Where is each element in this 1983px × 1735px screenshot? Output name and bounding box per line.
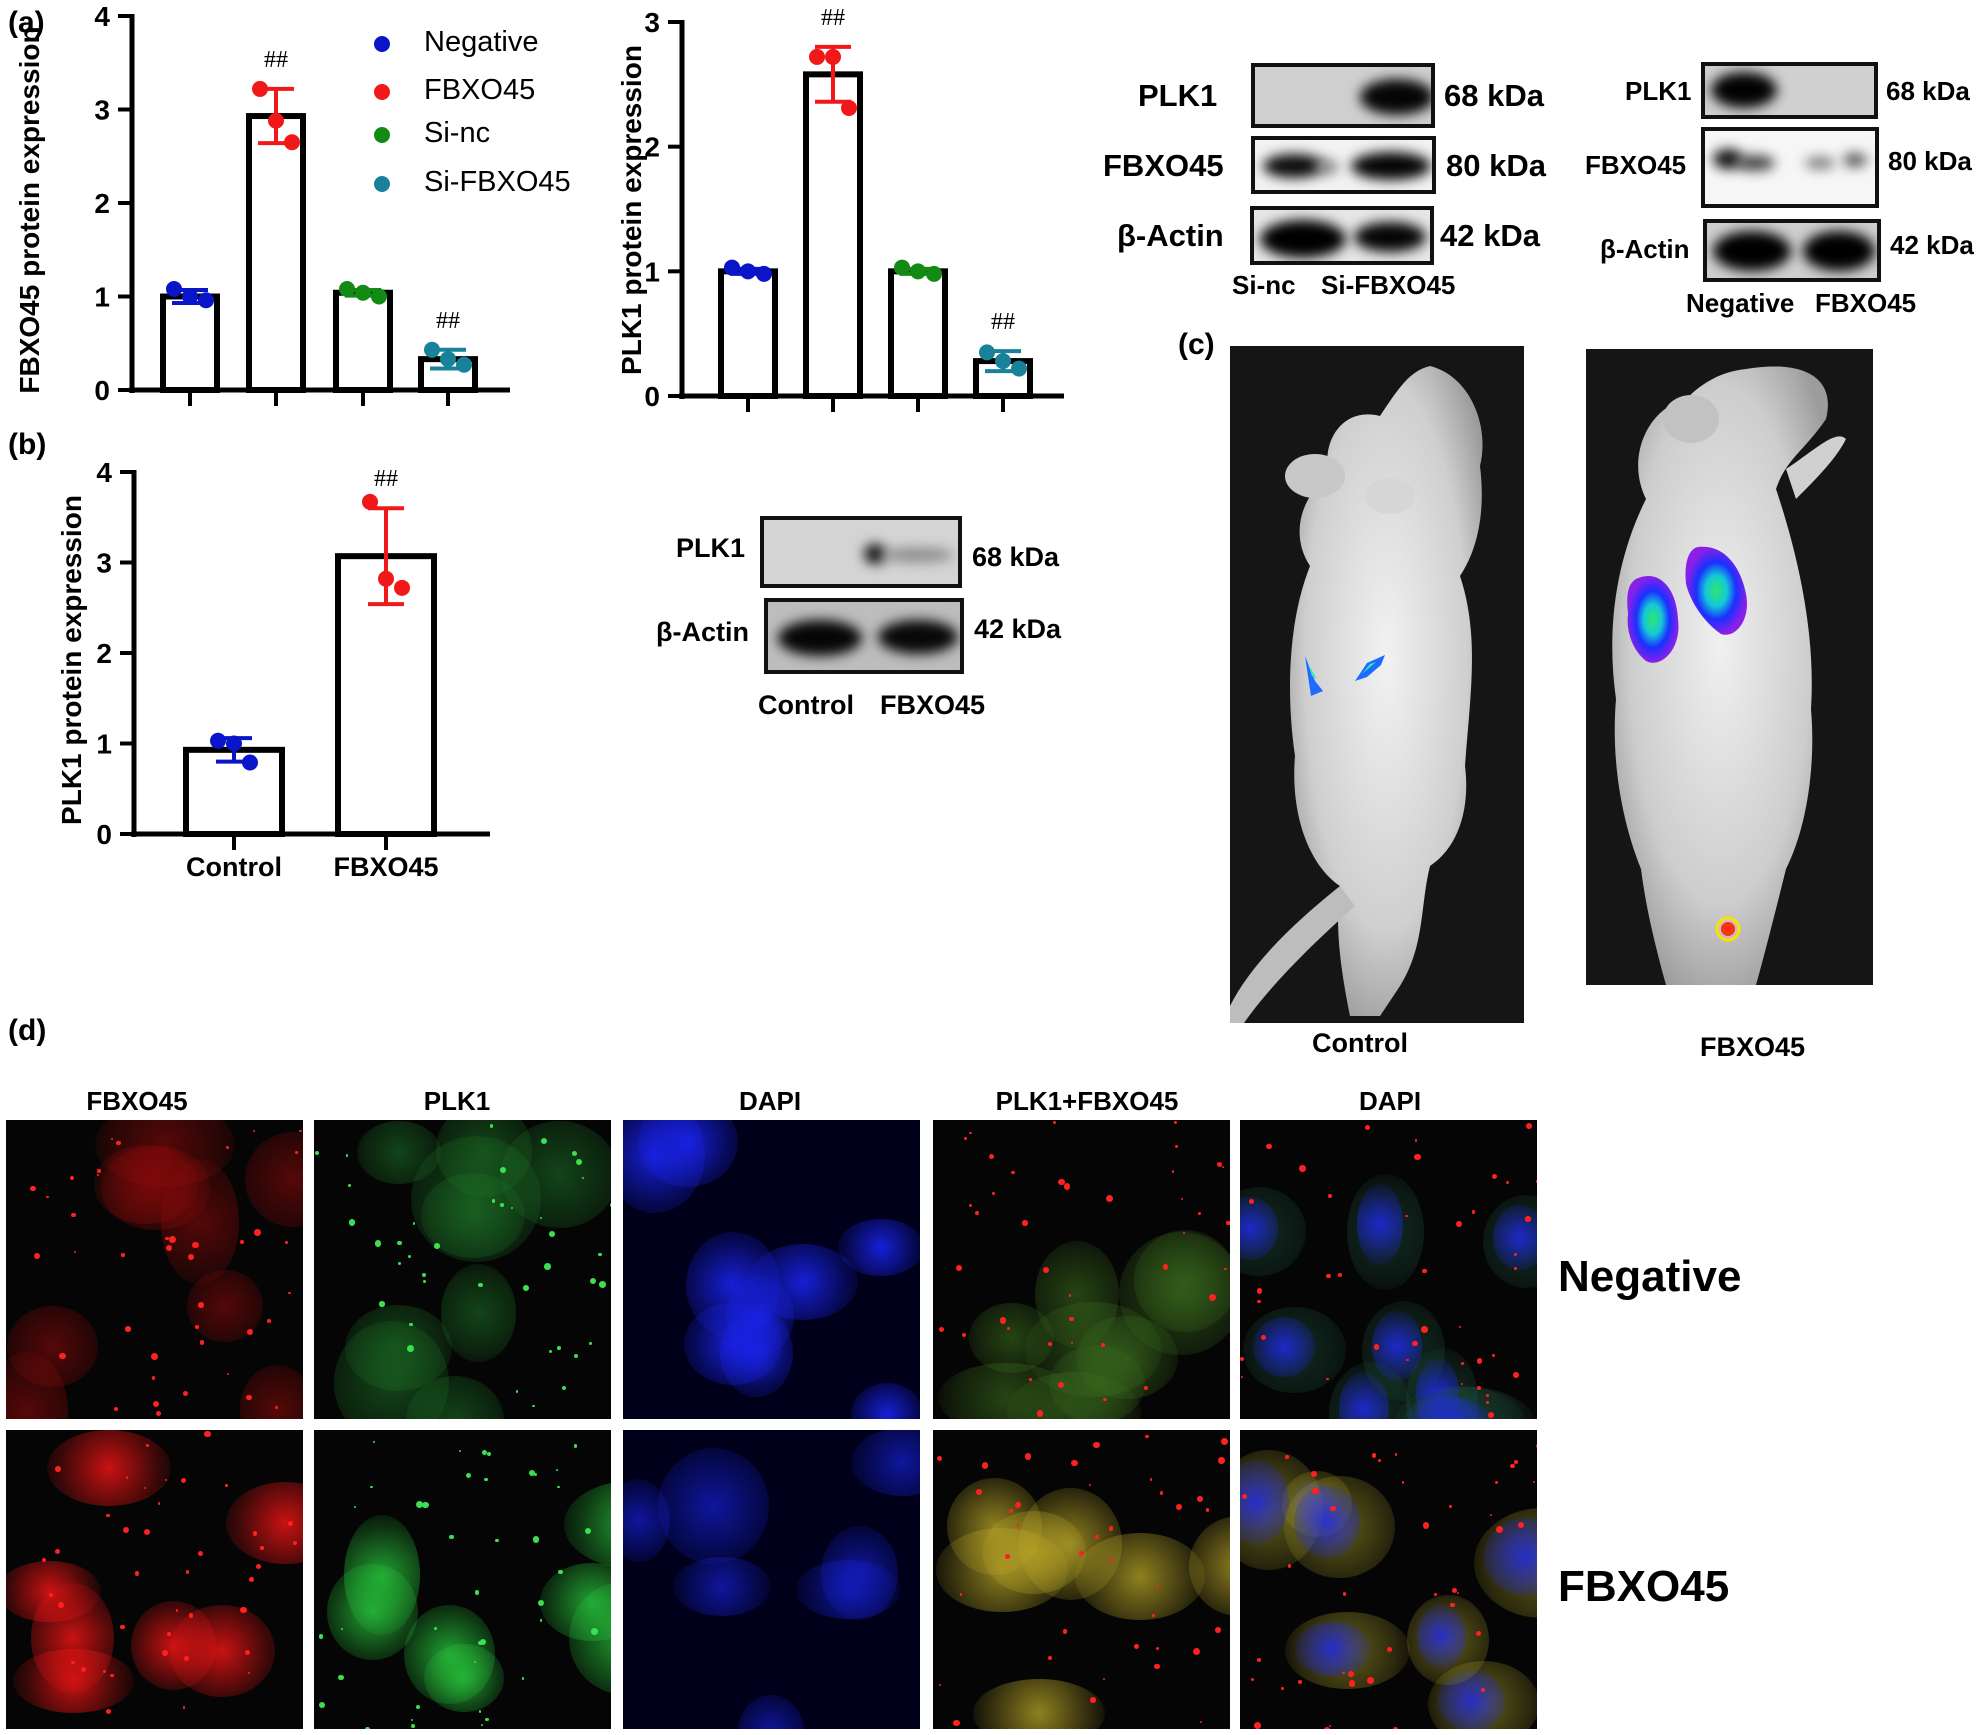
microscopy-tile-fbxo45-dapi: [623, 1430, 920, 1729]
svg-text:4: 4: [96, 457, 112, 488]
wb-lane-label: Control: [758, 690, 854, 720]
svg-text:4: 4: [94, 1, 110, 32]
wb-row-label: PLK1: [1138, 78, 1218, 113]
wb-lane-label: FBXO45: [1815, 288, 1917, 318]
legend-item-si-fbxo45: Si-FBXO45: [374, 166, 571, 199]
wb-kda-label: 68 kDa: [1444, 78, 1544, 113]
svg-text:3: 3: [96, 548, 112, 579]
wb-row-label: PLK1: [676, 533, 746, 563]
svg-text:##: ##: [821, 5, 845, 31]
legend-dot-icon: [374, 176, 390, 192]
microscopy-tile-fbxo45-plk1: [314, 1430, 611, 1729]
panel-label-d: (d): [8, 1014, 47, 1047]
bar-chart-plk1-expression-b: PLK1 protein expression 0 1 2 3 4 ## Control …: [0, 420, 520, 900]
microscopy-tile-negative-fbxo45: [6, 1120, 303, 1419]
bioluminescence-image-fbxo45: [1586, 349, 1873, 985]
svg-text:3: 3: [94, 95, 110, 126]
column-header-fbxo45: FBXO45: [86, 1086, 188, 1116]
wb-row-label: β-Actin: [656, 617, 749, 647]
wb-row-label: FBXO45: [1585, 150, 1687, 180]
legend-item-si-nc: Si-nc: [374, 117, 490, 150]
bar-chart-fbxo45-expression: FBXO45 protein expression 0 1 2 3 4 ## ## Nega…: [0, 0, 600, 420]
bioluminescence-image-control: [1230, 346, 1524, 1023]
x-tick-label-fbxo45: FBXO45: [333, 852, 439, 882]
wb-row-label: FBXO45: [1103, 148, 1224, 183]
svg-text:2: 2: [96, 638, 112, 669]
wb-kda-label: 68 kDa: [1886, 76, 1970, 106]
legend-dot-icon: [374, 84, 390, 100]
svg-text:1: 1: [94, 282, 110, 313]
wb-band-actin: [1250, 206, 1434, 265]
column-header-merge: PLK1+FBXO45: [995, 1086, 1179, 1116]
wb-band-plk1: [1701, 62, 1878, 119]
microscopy-tile-fbxo45-fbxo45: [6, 1430, 303, 1729]
image-caption-control: Control: [1312, 1028, 1408, 1058]
panel-label-c: (c): [1178, 328, 1215, 361]
wb-row-label: β-Actin: [1117, 218, 1224, 253]
wb-kda-label: 42 kDa: [1440, 218, 1540, 253]
svg-text:1: 1: [96, 729, 112, 760]
chart-plot-area: 0 1 2 3 4 ##: [96, 457, 490, 850]
microscopy-tile-negative-plk1: [314, 1120, 611, 1419]
microscopy-tile-negative-dapi-merge: [1240, 1120, 1537, 1419]
legend-dot-icon: [374, 36, 390, 52]
svg-text:##: ##: [374, 466, 398, 492]
column-header-plk1: PLK1: [423, 1086, 491, 1116]
svg-text:3: 3: [644, 7, 660, 38]
image-caption-fbxo45: FBXO45: [1700, 1032, 1806, 1062]
row-label-negative: Negative: [1558, 1252, 1742, 1301]
wb-kda-label: 42 kDa: [1890, 230, 1974, 260]
svg-text:0: 0: [94, 375, 110, 406]
svg-text:0: 0: [644, 381, 660, 412]
svg-text:##: ##: [991, 309, 1015, 335]
wb-band-plk1: [1251, 63, 1435, 128]
column-header-dapi-merge: DAPI: [1358, 1086, 1422, 1116]
row-label-fbxo45: FBXO45: [1558, 1562, 1730, 1611]
wb-lane-label: Negative: [1686, 288, 1795, 318]
wb-kda-label: 80 kDa: [1888, 146, 1972, 176]
panel-label-a: (a): [8, 6, 45, 39]
wb-lane-label: Si-FBXO45: [1321, 270, 1456, 300]
chart-plot-area: 0 1 2 3 ## ##: [644, 5, 1064, 412]
legend-item-negative: Negative: [374, 26, 538, 59]
microscopy-tile-negative-dapi: [623, 1120, 920, 1419]
svg-text:##: ##: [436, 308, 460, 334]
wb-lane-label: FBXO45: [880, 690, 986, 720]
legend-item-fbxo45: FBXO45: [374, 74, 535, 107]
chart-plot-area: 0 1 2 3 4 ## ##: [94, 1, 510, 406]
wb-kda-label: 42 kDa: [974, 614, 1062, 644]
wb-row-label: PLK1: [1625, 76, 1692, 106]
svg-text:0: 0: [96, 819, 112, 850]
wb-row-label: β-Actin: [1600, 234, 1690, 264]
wb-band-plk1: [760, 516, 962, 588]
legend-dot-icon: [374, 127, 390, 143]
wb-band-actin: [1703, 219, 1881, 282]
column-header-dapi: DAPI: [738, 1086, 802, 1116]
microscopy-tile-fbxo45-merge: [933, 1430, 1230, 1729]
svg-text:2: 2: [94, 188, 110, 219]
bar-chart-plk1-expression-a: PLK1 protein expression 0 1 2 3 ## ##: [590, 0, 1090, 420]
svg-text:1: 1: [644, 256, 660, 287]
wb-kda-label: 68 kDa: [972, 542, 1060, 572]
wb-kda-label: 80 kDa: [1446, 148, 1546, 183]
panel-label-b: (b): [8, 428, 47, 461]
wb-band-fbxo45: [1251, 136, 1436, 194]
x-tick-label-control: Control: [186, 852, 282, 882]
microscopy-tile-negative-merge: [933, 1120, 1230, 1419]
svg-text:2: 2: [644, 132, 660, 163]
svg-text:##: ##: [264, 47, 288, 73]
wb-lane-label: Si-nc: [1232, 270, 1296, 300]
wb-band-fbxo45: [1701, 127, 1879, 208]
wb-band-actin: [764, 598, 964, 674]
microscopy-tile-fbxo45-dapi-merge: [1240, 1430, 1537, 1729]
